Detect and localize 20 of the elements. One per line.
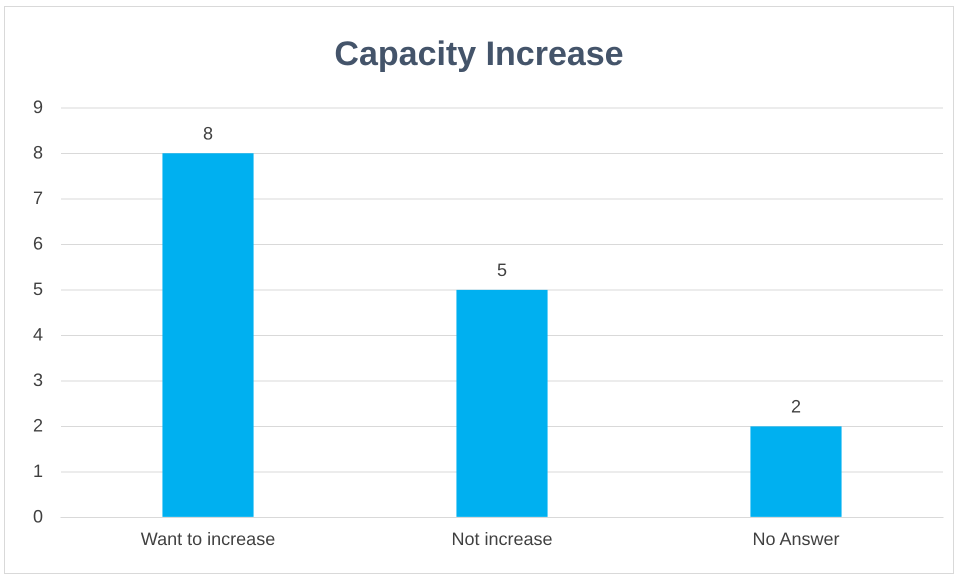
y-tick-label: 2	[32, 415, 44, 436]
data-label: 5	[497, 260, 508, 280]
data-label: 8	[203, 123, 214, 144]
y-tick-label: 6	[32, 233, 44, 254]
bar	[162, 153, 254, 517]
y-tick-label: 9	[32, 96, 44, 117]
data-label: 2	[790, 396, 802, 416]
x-tick-label: No Answer	[752, 529, 840, 550]
x-tick-label: Not increase	[451, 529, 553, 550]
y-tick-label: 4	[32, 324, 44, 344]
y-tick-label: 0	[32, 506, 44, 526]
y-tick-label: 7	[32, 188, 44, 208]
y-tick-label: 3	[32, 370, 44, 390]
y-tick-label: 5	[32, 278, 44, 299]
bar	[750, 426, 842, 517]
bar	[456, 290, 548, 517]
y-tick-label: 8	[32, 142, 44, 162]
chart-title: Capacity Increase	[334, 34, 624, 73]
y-tick-label: 1	[32, 460, 44, 481]
x-tick-label: Want to increase	[140, 529, 276, 550]
